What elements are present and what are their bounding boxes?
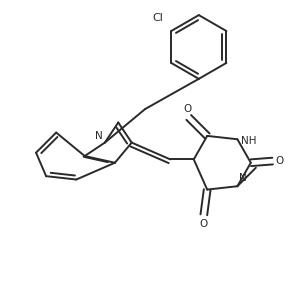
Text: O: O <box>200 219 208 229</box>
Text: N: N <box>239 173 247 183</box>
Text: N: N <box>95 131 103 141</box>
Text: NH: NH <box>241 136 257 146</box>
Text: O: O <box>183 104 191 114</box>
Text: Cl: Cl <box>152 13 163 23</box>
Text: O: O <box>275 156 284 166</box>
